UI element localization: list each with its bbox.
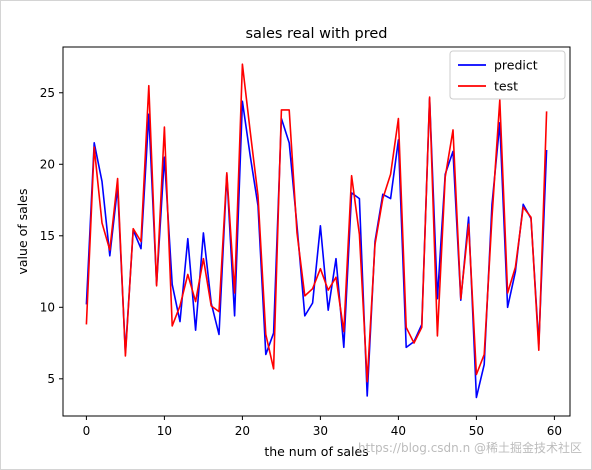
y-tick-label: 20 — [40, 157, 55, 171]
plot-area — [62, 46, 571, 417]
legend-label-test: test — [494, 79, 518, 94]
y-tick-label: 15 — [40, 229, 55, 243]
legend-box — [449, 50, 566, 100]
x-tick-label: 30 — [313, 424, 328, 438]
series-line-test — [85, 63, 548, 383]
y-axis-ticks: 5 10 15 20 25 — [40, 86, 63, 386]
axes-frame — [62, 46, 571, 417]
watermark-text: https://blog.csdn.n @稀土掘金技术社区 — [357, 441, 582, 455]
x-tick-label: 50 — [469, 424, 484, 438]
y-tick-label: 5 — [47, 372, 55, 386]
x-tick-label: 10 — [157, 424, 172, 438]
x-tick-label: 0 — [83, 424, 91, 438]
x-axis-label: the num of sales — [264, 444, 368, 459]
chart-title: sales real with pred — [246, 26, 388, 42]
x-tick-label: 60 — [547, 424, 562, 438]
legend: predict test — [449, 50, 566, 100]
series-group — [85, 63, 548, 399]
x-axis-ticks: 0 10 20 30 40 50 60 — [83, 416, 562, 438]
y-tick-label: 25 — [40, 86, 55, 100]
y-tick-label: 10 — [40, 300, 55, 314]
x-tick-label: 20 — [235, 424, 250, 438]
x-tick-label: 40 — [391, 424, 406, 438]
y-axis-label: value of sales — [15, 189, 30, 275]
legend-label-predict: predict — [494, 58, 538, 73]
